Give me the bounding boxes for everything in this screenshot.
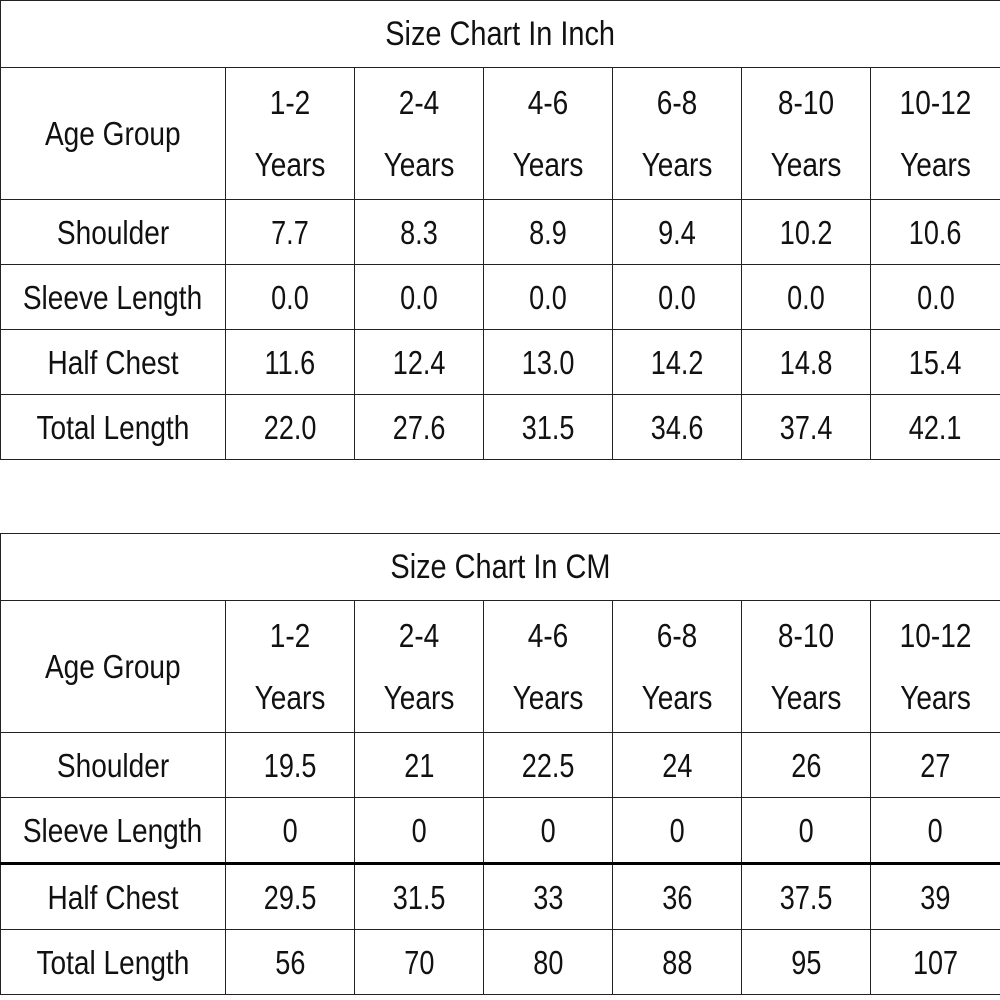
age-group-header-row: Age Group 1-2 Years 2-4 Years 4-6 Years 6-8… [0,67,1000,200]
chart-title: Size Chart In Inch [0,0,1000,68]
table-cell: 8.9 [483,199,613,265]
size-chart-inch: Size Chart In Inch Age Group 1-2 Years 2-… [0,0,1000,460]
table-cell: 0.0 [483,264,613,330]
row-label: Half Chest [0,862,226,930]
table-cell: 21 [354,732,484,798]
age-group-header: 4-6 Years [483,67,613,200]
age-group-header: 2-4 Years [354,600,484,733]
table-cell: 0 [869,797,1000,864]
chart-title-row: Size Chart In Inch [0,0,1000,68]
table-cell: 34.6 [612,394,742,460]
age-group-header: 6-8 Years [612,67,742,200]
table-cell: 0.0 [612,264,742,330]
table-cell: 95 [741,929,871,995]
age-group-header: 10-12 Years [869,600,1000,733]
table-cell: 10.6 [870,199,1000,265]
table-cell: 0.0 [870,264,1000,330]
age-group-header: 8-10 Years [741,67,871,200]
table-row: Shoulder 7.7 8.3 8.9 9.4 10.2 10.6 [0,199,1000,265]
table-row: Shoulder 19.5 21 22.5 24 26 27 [0,732,1000,798]
table-cell: 0 [741,797,871,864]
table-cell: 24 [612,732,742,798]
chart-title: Size Chart In CM [0,533,1000,601]
table-cell: 22.0 [225,394,355,460]
table-cell: 26 [741,732,871,798]
age-group-header: 4-6 Years [483,600,613,733]
table-cell: 13.0 [483,329,613,395]
table-cell: 0 [354,797,484,864]
table-cell: 29.5 [225,862,355,930]
table-cell: 37.5 [741,862,871,930]
table-cell: 31.5 [483,394,613,460]
table-cell: 27.6 [354,394,484,460]
table-cell: 10.2 [741,199,871,265]
table-cell: 7.7 [225,199,355,265]
age-group-header-row: Age Group 1-2 Years 2-4 Years 4-6 Years 6-8… [0,600,1000,733]
age-group-header: 8-10 Years [741,600,871,733]
table-row: Sleeve Length 0.0 0.0 0.0 0.0 0.0 0.0 [0,264,1000,330]
age-group-label: Age Group [0,600,226,733]
row-label: Sleeve Length [0,264,226,330]
table-cell: 15.4 [870,329,1000,395]
table-cell: 11.6 [225,329,355,395]
table-cell: 0 [483,797,613,864]
row-label: Shoulder [0,732,226,798]
table-cell: 9.4 [612,199,742,265]
table-row: Total Length 22.0 27.6 31.5 34.6 37.4 42… [0,394,1000,460]
chart-title-row: Size Chart In CM [0,533,1000,601]
table-cell: 80 [483,929,613,995]
table-cell: 56 [225,929,355,995]
table-cell: 14.8 [741,329,871,395]
table-cell: 107 [869,929,1000,995]
row-label: Total Length [0,929,226,995]
row-label: Total Length [0,394,226,460]
table-row: Total Length 56 70 80 88 95 107 [0,929,1000,995]
age-group-header: 1-2 Years [225,67,355,200]
table-cell: 0.0 [354,264,484,330]
table-cell: 0 [612,797,742,864]
table-cell: 22.5 [483,732,613,798]
table-row: Half Chest 29.5 31.5 33 36 37.5 39 [0,862,1000,930]
table-cell: 88 [612,929,742,995]
row-label: Shoulder [0,199,226,265]
table-cell: 36 [612,862,742,930]
table-row: Half Chest 11.6 12.4 13.0 14.2 14.8 15.4 [0,329,1000,395]
table-cell: 27 [869,732,1000,798]
table-cell: 39 [869,862,1000,930]
table-cell: 31.5 [354,862,484,930]
table-cell: 19.5 [225,732,355,798]
table-cell: 37.4 [741,394,871,460]
row-label: Sleeve Length [0,797,226,864]
table-cell: 8.3 [354,199,484,265]
table-cell: 0.0 [225,264,355,330]
table-cell: 12.4 [354,329,484,395]
age-group-header: 10-12 Years [870,67,1000,200]
row-label: Half Chest [0,329,226,395]
age-group-label: Age Group [0,67,226,200]
table-cell: 33 [483,862,613,930]
table-cell: 42.1 [870,394,1000,460]
age-group-header: 2-4 Years [354,67,484,200]
table-cell: 0.0 [741,264,871,330]
table-cell: 14.2 [612,329,742,395]
table-cell: 70 [354,929,484,995]
table-cell: 0 [225,797,355,864]
size-chart-cm: Size Chart In CM Age Group 1-2 Years 2-4 Y… [0,533,1000,995]
age-group-header: 1-2 Years [225,600,355,733]
table-row: Sleeve Length 0 0 0 0 0 0 [0,797,1000,864]
age-group-header: 6-8 Years [612,600,742,733]
